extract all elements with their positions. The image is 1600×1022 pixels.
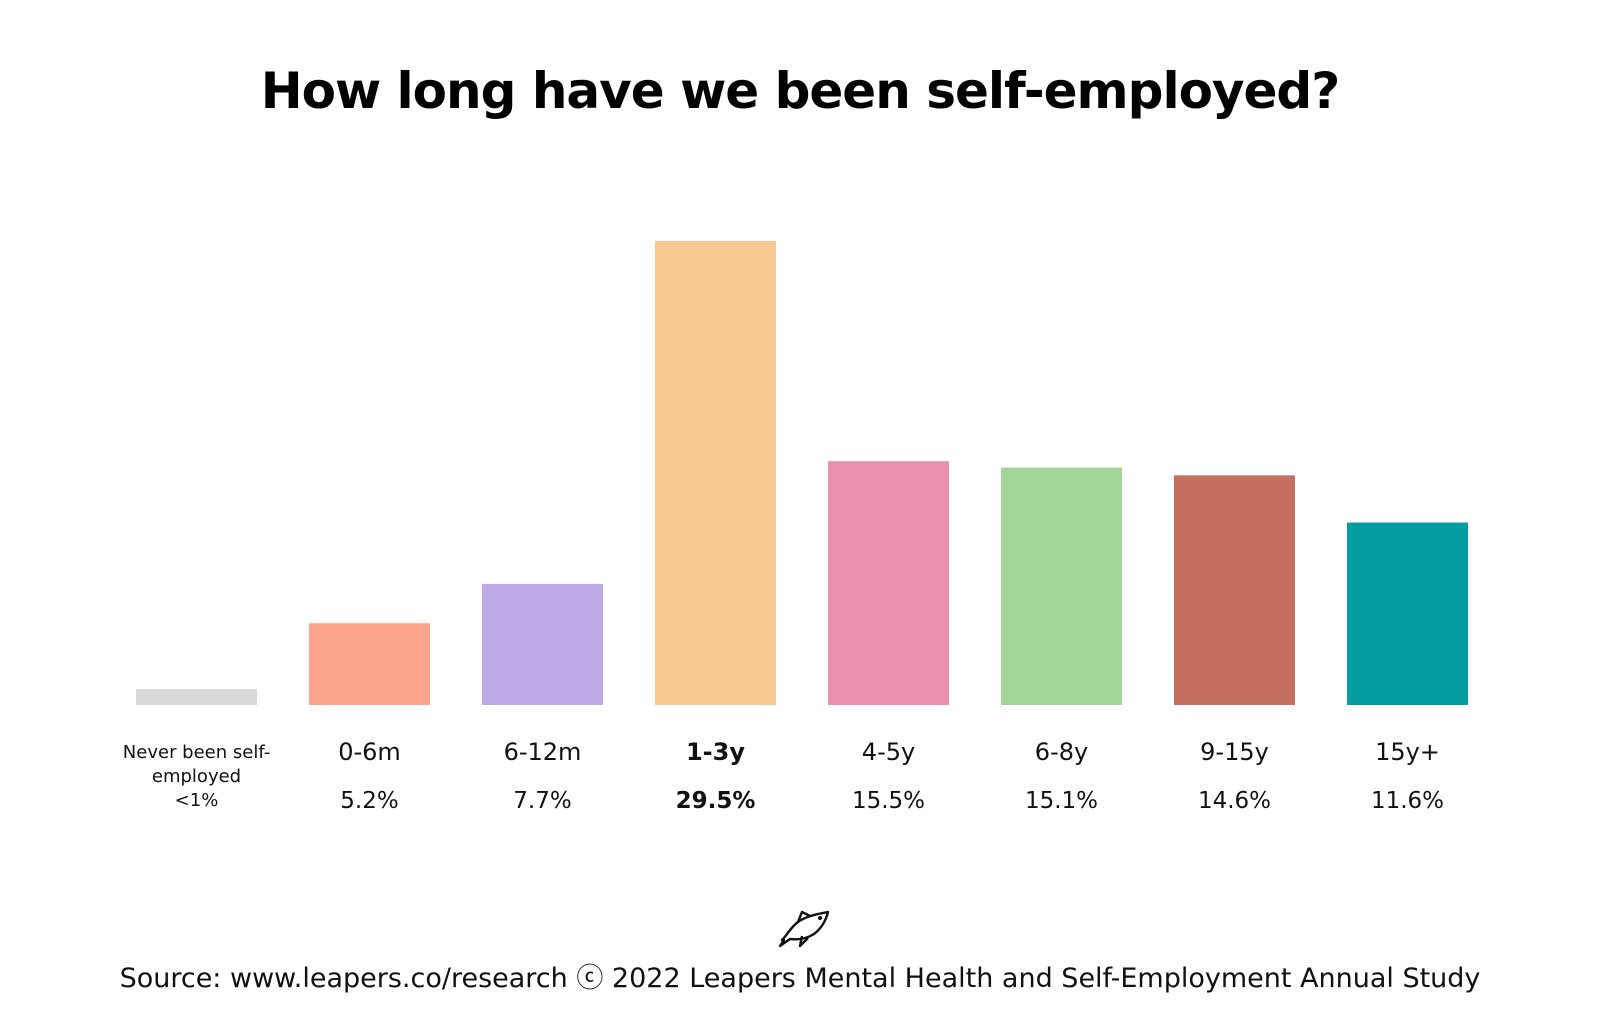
fish-logo-icon <box>778 910 830 948</box>
category-label-7: 15y+ <box>1375 738 1440 766</box>
value-label-3: 29.5% <box>675 788 756 814</box>
value-label-4: 15.5% <box>851 788 926 814</box>
value-label-7: 11.6% <box>1370 788 1445 814</box>
category-label-5: 6-8y <box>1034 738 1089 766</box>
value-label-6: 14.6% <box>1197 788 1272 814</box>
category-label-0: Never been self-employed <box>122 742 271 787</box>
bar-chart <box>136 241 1468 705</box>
value-label-2: 7.7% <box>513 788 572 814</box>
bar-5 <box>1001 467 1122 705</box>
value-label-5: 15.1% <box>1024 788 1099 814</box>
bar-3 <box>655 241 776 705</box>
value-label-0: <1% <box>174 790 219 811</box>
bar-2 <box>482 583 603 705</box>
bar-1 <box>309 623 430 705</box>
value-label-1: 5.2% <box>340 788 399 814</box>
category-label-4: 4-5y <box>861 738 916 766</box>
category-label-6: 9-15y <box>1200 738 1269 766</box>
source-caption: Source: www.leapers.co/research ⓒ 2022 L… <box>119 963 1481 994</box>
chart-title: How long have we been self-employed? <box>260 62 1340 120</box>
category-label-2: 6-12m <box>503 738 582 766</box>
bar-6 <box>1174 475 1295 705</box>
bar-4 <box>828 461 949 705</box>
category-label-1: 0-6m <box>338 738 401 766</box>
bar-7 <box>1347 522 1468 705</box>
category-label-3: 1-3y <box>685 738 745 766</box>
bar-0 <box>136 689 257 705</box>
